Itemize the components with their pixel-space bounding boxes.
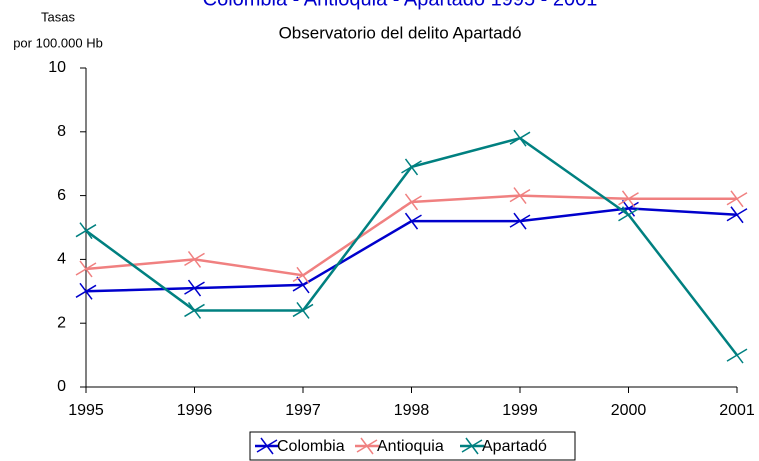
- marker: [401, 212, 422, 230]
- x-tick-label: 1999: [502, 402, 538, 419]
- marker: [401, 158, 422, 176]
- marker: [292, 301, 314, 319]
- marker: [75, 222, 97, 240]
- marker: [726, 346, 748, 364]
- x-tick-label: 1997: [285, 402, 321, 419]
- legend-label: Colombia: [277, 438, 345, 455]
- marker: [401, 193, 422, 211]
- legend-label: Apartadó: [482, 438, 547, 455]
- marker: [184, 301, 205, 319]
- y-tick-label: 4: [57, 251, 66, 268]
- marker: [292, 276, 314, 294]
- x-tick-label: 1995: [68, 402, 104, 419]
- marker: [509, 129, 531, 147]
- series-line: [85, 194, 737, 277]
- series-line: [85, 136, 738, 356]
- marker: [75, 282, 97, 300]
- marker: [726, 190, 748, 208]
- marker: [726, 206, 748, 224]
- marker: [509, 212, 531, 230]
- marker: [618, 199, 639, 217]
- marker: [509, 187, 531, 205]
- y-tick-label: 2: [57, 314, 66, 331]
- legend: [249, 431, 576, 461]
- y-tick-label: 0: [57, 378, 66, 395]
- y-tick-label: 10: [48, 59, 66, 76]
- chart-title: Colombia - Antioquia - Apartadó 1995 - 2…: [203, 0, 598, 10]
- x-tick-label: 1996: [177, 402, 213, 419]
- marker: [461, 437, 483, 455]
- y-axis-label: por 100.000 Hb: [13, 35, 103, 50]
- x-tick-label: 2001: [719, 402, 755, 419]
- marker: [75, 260, 97, 278]
- marker: [292, 266, 314, 284]
- marker: [356, 437, 378, 455]
- legend-label: Antioquia: [377, 438, 444, 455]
- y-tick-label: 8: [57, 123, 66, 140]
- x-tick-label: 1998: [394, 402, 430, 419]
- marker: [618, 206, 639, 224]
- marker: [184, 279, 205, 297]
- y-tick-label: 6: [57, 187, 66, 204]
- marker: [618, 190, 639, 208]
- marker: [184, 250, 205, 268]
- chart-subtitle: Observatorio del delito Apartadó: [279, 23, 522, 42]
- marker: [256, 437, 278, 455]
- x-tick-label: 2000: [611, 402, 647, 419]
- y-axis-label: Tasas: [41, 9, 75, 24]
